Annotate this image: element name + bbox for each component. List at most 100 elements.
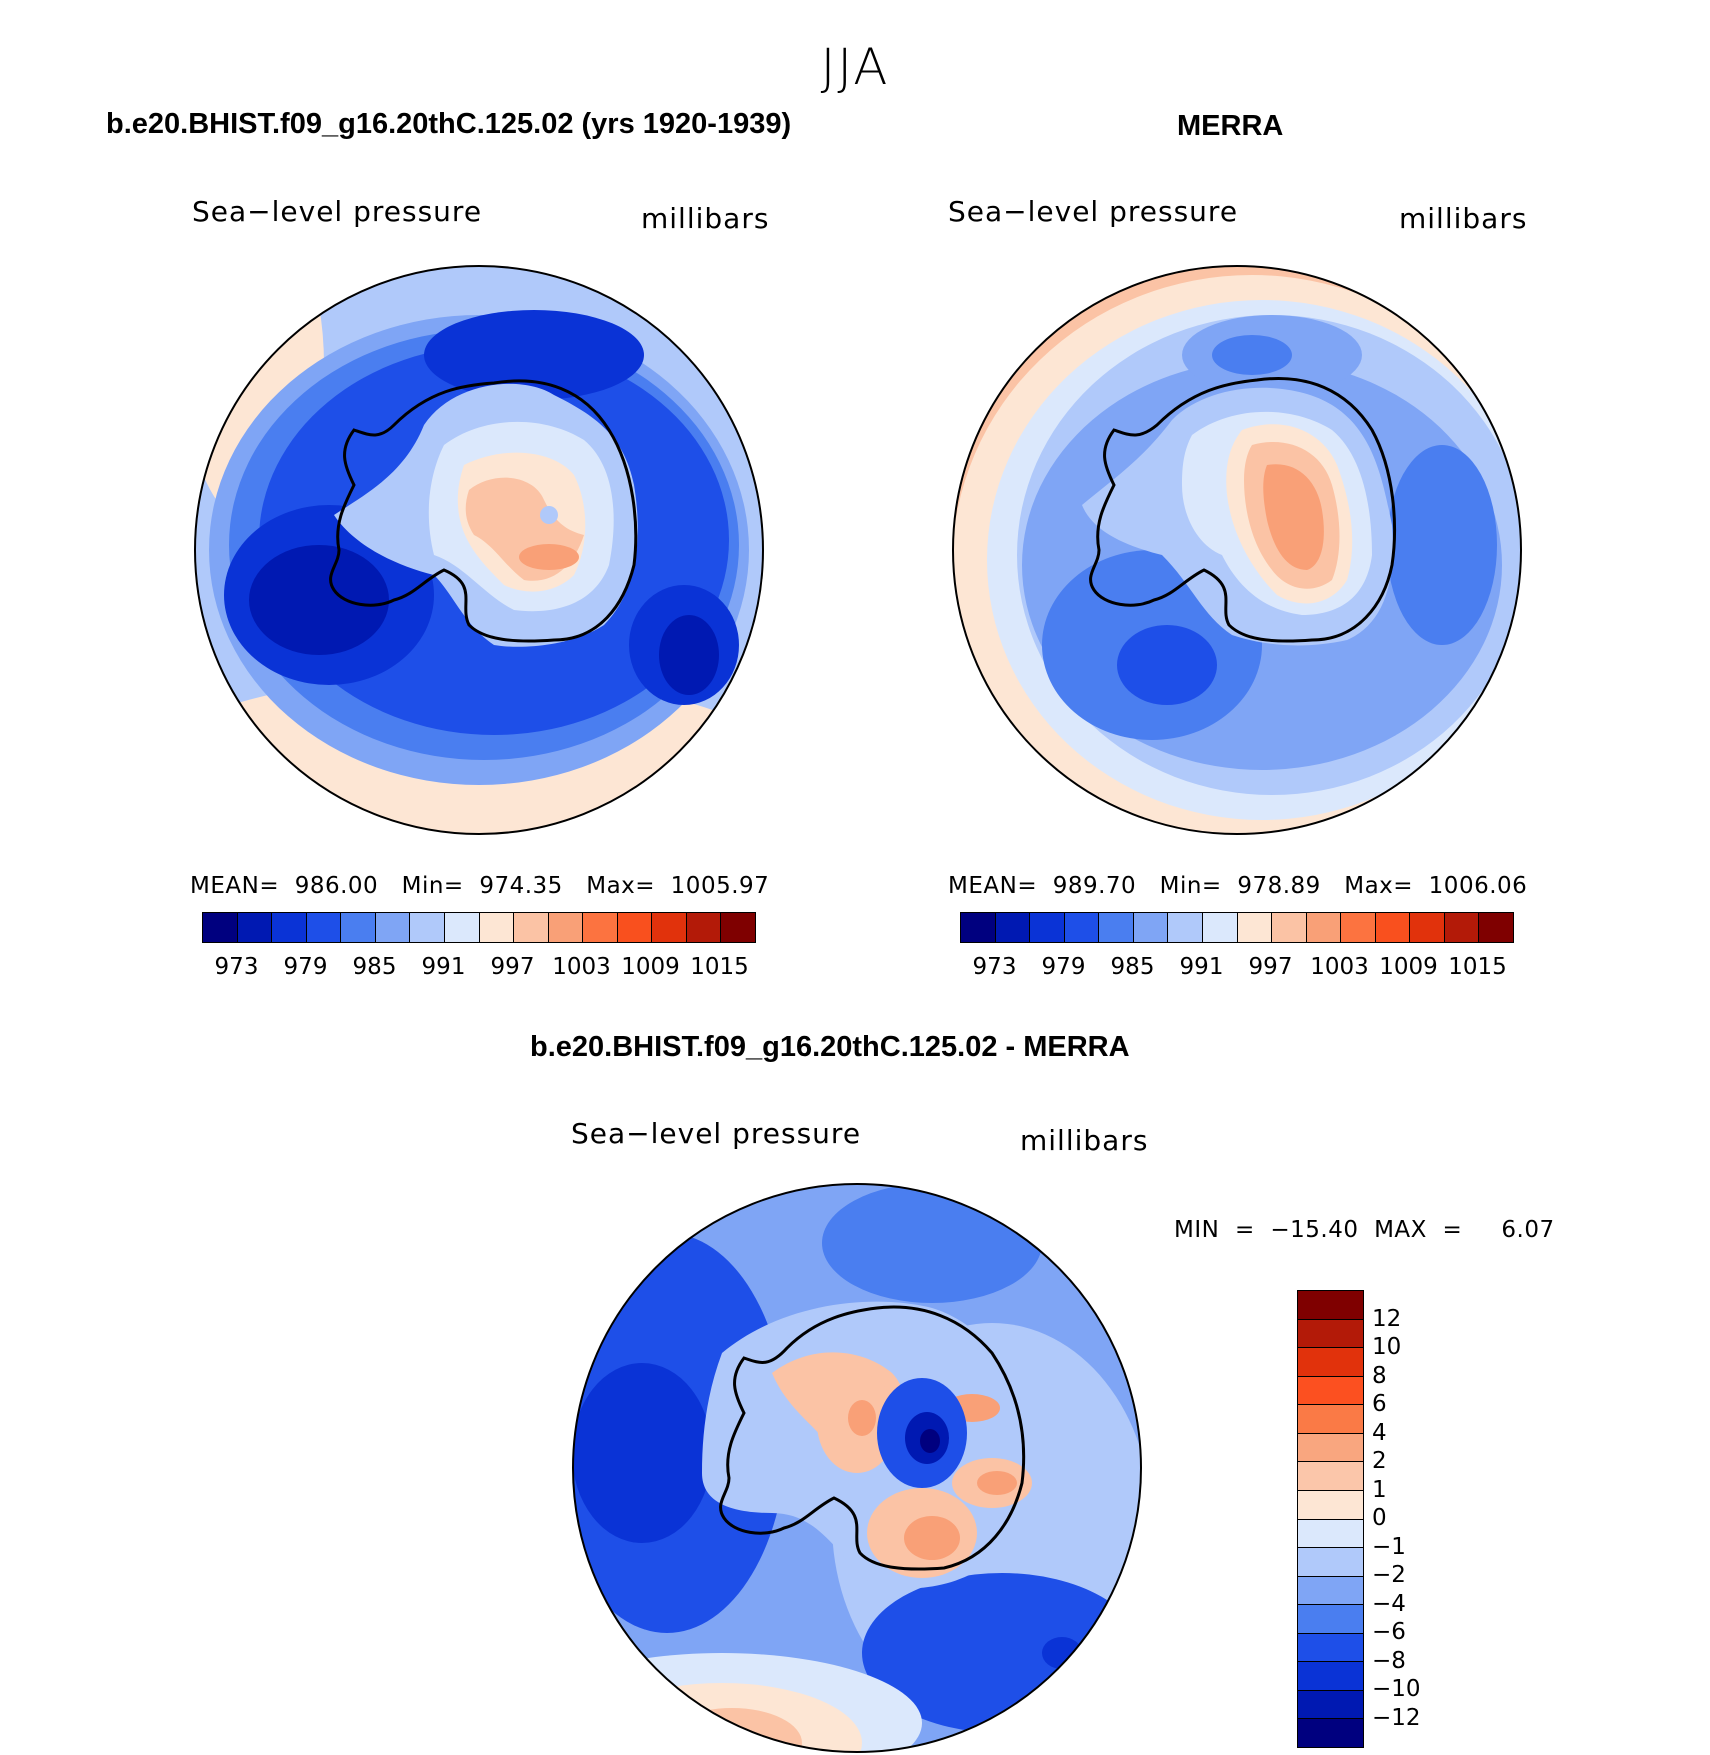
diff-variable-label: Sea−level pressure (571, 1117, 862, 1150)
colorbar-box (1099, 913, 1134, 942)
colorbar-box (1444, 913, 1480, 942)
obs-mean-min-max: MEAN= 989.70 Min= 978.89 Max= 1006.06 (948, 873, 1528, 899)
colorbar-box (995, 913, 1031, 942)
colorbar-box (583, 913, 618, 942)
colorbar-box (444, 913, 480, 942)
colorbar-box (1298, 1291, 1363, 1320)
colorbar-tick-label: 985 (1110, 954, 1155, 980)
colorbar-tick-label: 0 (1372, 1505, 1387, 1531)
colorbar-box (1298, 1662, 1363, 1691)
colorbar-tick-label: −2 (1372, 1562, 1406, 1588)
diff-panel-title: b.e20.BHIST.f09_g16.20thC.125.02 - MERRA (530, 1031, 1130, 1063)
colorbar-tick-label: 8 (1372, 1362, 1387, 1389)
colorbar-tick-label: 1009 (1379, 954, 1438, 980)
colorbar-box (1168, 913, 1203, 942)
colorbar-box (1298, 1433, 1363, 1463)
colorbar-tick-label: 979 (283, 954, 328, 980)
colorbar-box (514, 913, 549, 942)
colorbar-box (1133, 913, 1169, 942)
model-units-label: millibars (641, 202, 770, 235)
model-panel-title: b.e20.BHIST.f09_g16.20thC.125.02 (yrs 19… (106, 108, 792, 140)
obs-colorbar (960, 912, 1514, 943)
colorbar-tick-label: 1009 (621, 954, 680, 980)
model-mean-min-max: MEAN= 986.00 Min= 974.35 Max= 1005.97 (190, 873, 770, 899)
colorbar-box (272, 913, 307, 942)
diff-units-label: millibars (1020, 1124, 1149, 1157)
colorbar-box (1237, 913, 1273, 942)
obs-colorbar-ticks: 973 979 985 991 997 1003 1009 1015 (960, 954, 1512, 984)
colorbar-tick-label: 10 (1372, 1334, 1402, 1360)
model-colorbar (202, 912, 756, 943)
colorbar-box (1341, 913, 1376, 942)
colorbar-box (1298, 1548, 1363, 1577)
colorbar-tick-label: 1003 (1310, 954, 1369, 980)
colorbar-box (1298, 1405, 1363, 1434)
colorbar-box (1306, 913, 1342, 942)
colorbar-box (341, 913, 376, 942)
model-colorbar-ticks: 973 979 985 991 997 1003 1009 1015 (202, 954, 754, 984)
colorbar-tick-label: 997 (490, 954, 535, 980)
diff-colorbar (1297, 1290, 1364, 1748)
diff-min-max: MIN = −15.40 MAX = 6.07 (1174, 1217, 1555, 1243)
colorbar-tick-label: 4 (1372, 1419, 1387, 1446)
model-variable-label: Sea−level pressure (192, 195, 483, 228)
colorbar-tick-label: 1003 (552, 954, 611, 980)
colorbar-box (686, 913, 722, 942)
colorbar-box (721, 913, 755, 942)
colorbar-tick-label: 12 (1372, 1305, 1402, 1332)
colorbar-tick-label: −6 (1372, 1619, 1406, 1645)
colorbar-tick-label: 1015 (690, 954, 749, 980)
colorbar-box (1298, 1490, 1363, 1520)
colorbar-tick-label: 979 (1041, 954, 1086, 980)
colorbar-box (1298, 1605, 1363, 1634)
colorbar-box (237, 913, 273, 942)
colorbar-tick-label: 6 (1372, 1391, 1387, 1417)
obs-panel-title: MERRA (1177, 110, 1284, 142)
diff-slp-map (572, 1183, 1142, 1753)
colorbar-box (306, 913, 342, 942)
obs-variable-label: Sea−level pressure (948, 195, 1239, 228)
colorbar-box (1064, 913, 1100, 942)
colorbar-box (1298, 1519, 1363, 1549)
colorbar-tick-label: −4 (1372, 1590, 1406, 1617)
colorbar-box (961, 913, 996, 942)
colorbar-tick-label: 985 (352, 954, 397, 980)
colorbar-box (479, 913, 515, 942)
obs-slp-map (952, 265, 1522, 835)
colorbar-box (375, 913, 411, 942)
obs-units-label: millibars (1399, 202, 1528, 235)
model-slp-map (194, 265, 764, 835)
colorbar-box (1298, 1376, 1363, 1406)
colorbar-box (1410, 913, 1445, 942)
colorbar-tick-label: −8 (1372, 1647, 1406, 1674)
colorbar-tick-label: 991 (1179, 954, 1224, 980)
colorbar-tick-label: 1015 (1448, 954, 1507, 980)
colorbar-tick-label: 991 (421, 954, 466, 980)
colorbar-box (1298, 1690, 1363, 1720)
colorbar-box (1298, 1319, 1363, 1349)
colorbar-box (1030, 913, 1065, 942)
colorbar-tick-label: 973 (972, 954, 1017, 980)
colorbar-box (1298, 1576, 1363, 1606)
colorbar-box (203, 913, 238, 942)
colorbar-box (1298, 1348, 1363, 1377)
colorbar-box (1479, 913, 1513, 942)
colorbar-tick-label: −1 (1372, 1533, 1406, 1560)
colorbar-box (1298, 1462, 1363, 1491)
colorbar-box (410, 913, 445, 942)
colorbar-box (1298, 1719, 1363, 1747)
colorbar-tick-label: −12 (1372, 1704, 1421, 1731)
colorbar-box (1202, 913, 1238, 942)
colorbar-box (652, 913, 687, 942)
colorbar-box (1375, 913, 1411, 942)
colorbar-tick-label: −10 (1372, 1676, 1421, 1702)
colorbar-tick-label: 1 (1372, 1476, 1387, 1503)
colorbar-tick-label: 2 (1372, 1448, 1387, 1474)
colorbar-box (1298, 1633, 1363, 1663)
colorbar-tick-label: 997 (1248, 954, 1293, 980)
colorbar-box (1272, 913, 1307, 942)
colorbar-box (617, 913, 653, 942)
season-title: JJA (820, 38, 890, 96)
colorbar-tick-label: 973 (214, 954, 259, 980)
colorbar-box (548, 913, 584, 942)
